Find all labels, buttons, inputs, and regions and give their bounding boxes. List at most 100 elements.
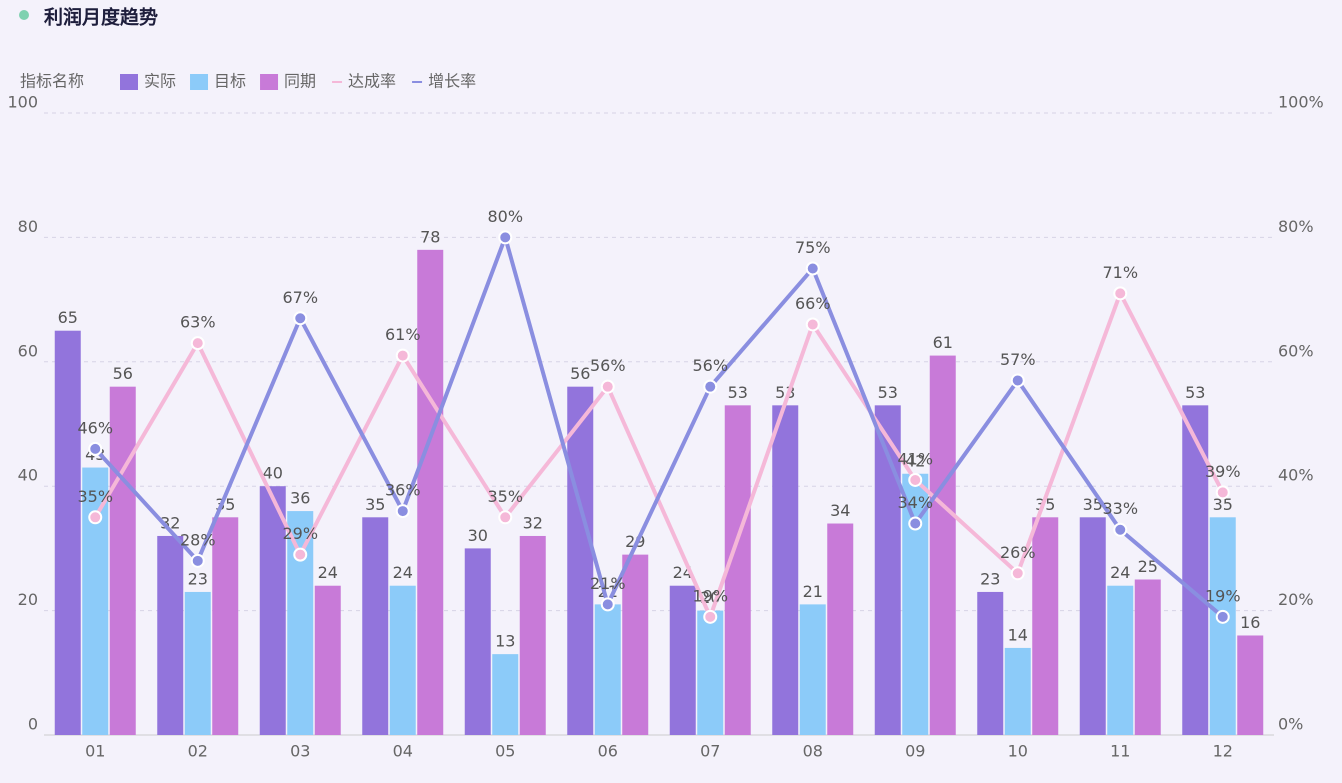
x-tick-label: 09 — [905, 742, 925, 761]
bar-value-label: 65 — [58, 308, 78, 327]
line-point — [908, 472, 923, 487]
bar-value-label: 24 — [318, 563, 338, 582]
bar-value-label: 25 — [1138, 557, 1158, 576]
line-value-label: 19% — [1205, 586, 1241, 605]
line-value-label: 26% — [1000, 543, 1036, 562]
bar-value-label: 36 — [290, 489, 310, 508]
bar — [314, 585, 341, 735]
line-point — [1215, 485, 1230, 500]
bar — [259, 486, 286, 735]
line-value-label: 29% — [282, 524, 318, 543]
y2-tick-label: 60% — [1278, 341, 1314, 360]
line-point — [1215, 609, 1230, 624]
bar-value-label: 35 — [365, 495, 385, 514]
bar — [1237, 635, 1264, 735]
bar — [799, 604, 826, 735]
x-tick-label: 12 — [1213, 742, 1233, 761]
line-point — [600, 597, 615, 612]
bar-value-label: 21 — [803, 582, 823, 601]
bar-value-label: 35 — [1213, 495, 1233, 514]
title-dot — [19, 10, 29, 20]
bar-value-label: 78 — [420, 227, 440, 246]
legend-swatch — [260, 74, 279, 90]
line-point — [88, 510, 103, 525]
line-value-label: 19% — [692, 586, 728, 605]
legend-label: 同期 — [284, 72, 316, 91]
line-point — [1113, 286, 1128, 301]
x-tick-label: 03 — [290, 742, 310, 761]
bar — [567, 386, 594, 735]
bar — [287, 511, 314, 735]
legend-label: 达成率 — [348, 72, 396, 91]
line-value-label: 61% — [385, 325, 421, 344]
line — [93, 288, 1225, 623]
x-tick-label: 05 — [495, 742, 515, 761]
line-point — [190, 336, 205, 351]
bar-value-label: 61 — [933, 333, 953, 352]
bar — [184, 591, 211, 735]
line-value-label: 35% — [487, 487, 523, 506]
legend-title: 指标名称 — [20, 72, 84, 91]
line-value-label: 71% — [1102, 263, 1138, 282]
legend-label: 实际 — [144, 72, 176, 91]
y-tick-label: 60 — [18, 341, 38, 360]
bar — [389, 585, 416, 735]
bar — [827, 523, 854, 735]
bar — [977, 591, 1004, 735]
bar — [1032, 517, 1059, 735]
line-value-label: 75% — [795, 238, 831, 257]
bar — [82, 467, 109, 735]
line-point — [395, 348, 410, 363]
line-value-label: 46% — [77, 418, 113, 437]
line-point — [293, 547, 308, 562]
line-point — [908, 516, 923, 531]
line-value-label: 67% — [282, 288, 318, 307]
bar-value-label: 30 — [468, 526, 488, 545]
line-point — [703, 379, 718, 394]
line-value-label: 63% — [180, 313, 216, 332]
bar-value-label: 56 — [570, 364, 590, 383]
x-tick-label: 04 — [393, 742, 413, 761]
legend-swatch — [120, 74, 138, 90]
bar-value-label: 23 — [188, 569, 208, 588]
bar-value-label: 56 — [113, 364, 133, 383]
y2-tick-label: 0% — [1278, 715, 1303, 734]
bar — [362, 517, 389, 735]
line-point — [498, 510, 513, 525]
legend-label: 目标 — [214, 72, 246, 91]
bar-value-label: 34 — [830, 501, 850, 520]
bar — [1107, 585, 1134, 735]
bar — [1134, 579, 1161, 735]
bar — [417, 249, 444, 735]
bar-value-label: 32 — [523, 513, 543, 532]
y-tick-label: 100 — [7, 93, 38, 112]
line-value-label: 56% — [692, 356, 728, 375]
line-point — [190, 553, 205, 568]
bar-value-label: 16 — [1240, 613, 1260, 632]
y2-tick-label: 80% — [1278, 217, 1314, 236]
y2-tick-label: 40% — [1278, 466, 1314, 485]
line-point — [1010, 566, 1025, 581]
line-value-label: 57% — [1000, 350, 1036, 369]
bar — [54, 330, 81, 735]
y2-tick-label: 20% — [1278, 590, 1314, 609]
line-value-label: 28% — [180, 530, 216, 549]
line-value-label: 33% — [1102, 499, 1138, 518]
line-value-label: 21% — [590, 574, 626, 593]
line-value-label: 66% — [795, 294, 831, 313]
bar — [1209, 517, 1236, 735]
bar-value-label: 23 — [980, 569, 1000, 588]
line-point — [703, 609, 718, 624]
legend-swatch — [190, 74, 209, 90]
x-tick-label: 07 — [700, 742, 720, 761]
y2-tick-label: 100% — [1278, 93, 1324, 112]
x-tick-label: 11 — [1110, 742, 1130, 761]
chart-title: 利润月度趋势 — [44, 6, 158, 29]
x-tick-label: 02 — [188, 742, 208, 761]
bar — [1079, 517, 1106, 735]
line-point — [1113, 522, 1128, 537]
bar-value-label: 42 — [905, 451, 925, 470]
legend-label: 增长率 — [428, 72, 476, 91]
bar — [109, 386, 136, 735]
